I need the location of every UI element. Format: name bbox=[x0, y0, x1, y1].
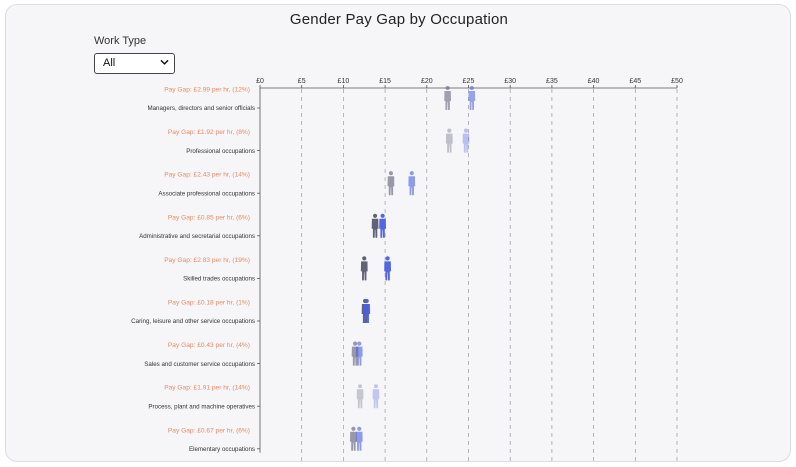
pay-gap-label: Pay Gap: £2.83 per hr, (19%) bbox=[164, 257, 250, 264]
female-person-icon bbox=[445, 128, 453, 153]
pay-gap-label: Pay Gap: £0.85 per hr, (6%) bbox=[168, 214, 250, 221]
x-tick-label: £15 bbox=[379, 78, 391, 85]
occupation-label: Sales and customer service occupations bbox=[144, 361, 255, 368]
pay-gap-label: Pay Gap: £0.67 per hr, (6%) bbox=[168, 427, 250, 434]
female-person-icon bbox=[387, 171, 395, 196]
occupation-label: Skilled trades occupations bbox=[183, 276, 255, 283]
male-person-icon bbox=[363, 298, 371, 323]
chevron-down-icon bbox=[160, 59, 169, 65]
x-tick-label: £25 bbox=[463, 78, 475, 85]
female-person-icon bbox=[356, 384, 364, 409]
female-person-icon bbox=[444, 85, 452, 110]
x-tick-label: £35 bbox=[546, 78, 558, 85]
x-tick-label: £0 bbox=[256, 78, 264, 85]
occupation-label: Administrative and secretarial occupatio… bbox=[139, 233, 255, 240]
male-person-icon bbox=[372, 384, 380, 409]
x-tick-label: £10 bbox=[338, 78, 350, 85]
x-tick-label: £5 bbox=[298, 78, 306, 85]
work-type-selected-value: All bbox=[103, 57, 116, 69]
x-tick-label: £40 bbox=[588, 78, 600, 85]
pay-gap-label: Pay Gap: £0.43 per hr, (4%) bbox=[168, 342, 250, 349]
female-person-icon bbox=[371, 213, 379, 238]
pay-gap-chart: £0 £5 £10 £15 £20 £25 £30 £35 £40 £45 £50 Managers,… bbox=[131, 78, 683, 461]
chart-title: Gender Pay Gap by Occupation bbox=[289, 11, 509, 28]
female-person-icon bbox=[350, 426, 357, 451]
male-person-icon bbox=[408, 171, 416, 196]
male-person-icon bbox=[355, 426, 363, 451]
occupation-label: Elementary occupations bbox=[189, 446, 255, 453]
pay-gap-label: Pay Gap: £1.92 per hr, (8%) bbox=[168, 129, 250, 136]
pay-gap-label: Pay Gap: £2.43 per hr, (14%) bbox=[164, 172, 250, 179]
occupation-label: Associate professional occupations bbox=[158, 190, 255, 197]
male-person-icon bbox=[379, 213, 386, 238]
x-tick-label: £45 bbox=[629, 78, 641, 85]
occupation-label: Caring, leisure and other service occupa… bbox=[131, 318, 255, 325]
male-person-icon bbox=[462, 128, 470, 153]
x-tick-label: £30 bbox=[504, 78, 516, 85]
female-person-icon bbox=[360, 256, 368, 281]
pay-gap-label: Pay Gap: £0.18 per hr, (1%) bbox=[168, 300, 250, 307]
pay-gap-label: Pay Gap: £1.91 per hr, (14%) bbox=[164, 385, 250, 392]
male-person-icon bbox=[384, 256, 392, 281]
x-tick-label: £50 bbox=[671, 78, 683, 85]
pay-gap-label: Pay Gap: £2.99 per hr, (12%) bbox=[164, 87, 250, 94]
work-type-label: Work Type bbox=[94, 35, 147, 47]
male-person-icon bbox=[468, 85, 476, 110]
occupation-label: Professional occupations bbox=[186, 148, 255, 155]
work-type-select[interactable]: All bbox=[94, 53, 175, 74]
male-person-icon bbox=[355, 341, 363, 366]
occupation-label: Process, plant and machine operatives bbox=[148, 403, 255, 410]
occupation-label: Managers, directors and senior officials bbox=[147, 105, 255, 112]
x-tick-label: £20 bbox=[421, 78, 433, 85]
chart-card: Gender Pay Gap by Occupation Work Type A… bbox=[5, 4, 791, 462]
